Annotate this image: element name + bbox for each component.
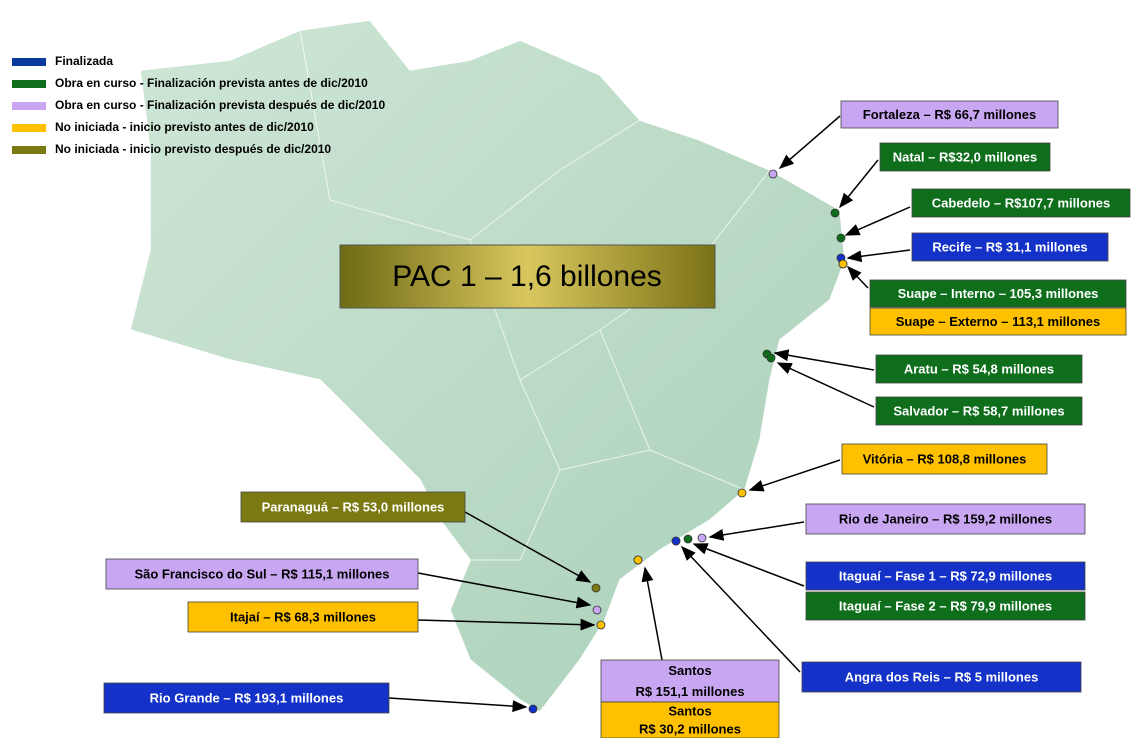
port-label-box xyxy=(840,100,1059,129)
port-dot xyxy=(836,233,846,243)
port-label-box xyxy=(805,561,1086,591)
port-label: Santos xyxy=(668,663,711,678)
port-label: Salvador – R$ 58,7 millones xyxy=(893,403,1064,418)
port-label: Natal – R$32,0 millones xyxy=(893,149,1038,164)
port-label-box xyxy=(600,701,780,739)
port-label-box xyxy=(105,558,419,590)
state-borders xyxy=(299,29,771,561)
arrow xyxy=(844,206,911,236)
port-label-box xyxy=(869,307,1127,336)
brazil-shape xyxy=(129,19,846,713)
arrow xyxy=(641,566,663,661)
port-label: Rio Grande – R$ 193,1 millones xyxy=(150,690,344,705)
legend-label: Obra en curso - Finalización prevista an… xyxy=(55,76,368,90)
arrow xyxy=(417,618,596,631)
port-label-box xyxy=(879,142,1051,172)
port-dot xyxy=(766,353,776,363)
port-label-box xyxy=(869,279,1127,308)
port-label-box xyxy=(841,443,1048,475)
port-label: Fortaleza – R$ 66,7 millones xyxy=(863,107,1036,122)
arrow xyxy=(692,543,805,587)
arrow xyxy=(776,362,875,408)
port-label: Angra dos Reis – R$ 5 millones xyxy=(845,669,1039,684)
legend-label: No iniciada - inicio previsto después de… xyxy=(55,142,331,156)
arrow xyxy=(846,265,869,289)
arrow xyxy=(748,459,841,492)
port-label: Vitória – R$ 108,8 millones xyxy=(863,451,1027,466)
arrow xyxy=(388,697,528,713)
port-label: Itaguaí – Fase 1 – R$ 72,9 millones xyxy=(839,568,1052,583)
legend-swatch xyxy=(12,80,46,88)
legend-label: Obra en curso - Finalización prevista de… xyxy=(55,98,385,112)
legend-swatch xyxy=(12,124,46,132)
legend-label: No iniciada - inicio previsto antes de d… xyxy=(55,120,314,134)
port-label: São Francisco do Sul – R$ 115,1 millones xyxy=(134,566,389,581)
port-label: Paranaguá – R$ 53,0 millones xyxy=(262,499,445,514)
legend-swatch xyxy=(12,58,46,66)
port-label: Suape – Externo – 113,1 millones xyxy=(896,314,1100,329)
title: PAC 1 – 1,6 billones xyxy=(392,260,662,293)
port-dot xyxy=(671,536,681,546)
arrow xyxy=(680,545,801,673)
port-label: R$ 151,1 millones xyxy=(635,684,744,699)
port-dot xyxy=(592,605,602,615)
port-label: Suape – Interno – 105,3 millones xyxy=(898,286,1099,301)
port-dot xyxy=(830,208,840,218)
arrow xyxy=(708,521,805,541)
port-label-box xyxy=(103,682,390,714)
port-dot xyxy=(838,259,848,269)
port-dot xyxy=(737,488,747,498)
port-dot xyxy=(596,620,606,630)
title-box xyxy=(339,244,716,309)
port-label-box xyxy=(875,354,1083,384)
arrow xyxy=(773,349,875,371)
port-label: Aratu – R$ 54,8 millones xyxy=(904,361,1054,376)
port-dot xyxy=(633,555,643,565)
port-label: Cabedelo – R$107,7 millones xyxy=(932,195,1110,210)
port-label-box xyxy=(187,601,419,633)
port-label: Itaguaí – Fase 2 – R$ 79,9 millones xyxy=(839,598,1052,613)
port-dot xyxy=(683,534,693,544)
port-label: Recife – R$ 31,1 millones xyxy=(932,239,1087,254)
port-label-box xyxy=(875,396,1083,426)
port-label: R$ 30,2 millones xyxy=(639,721,741,736)
arrow xyxy=(846,249,911,263)
port-label-box xyxy=(600,659,780,703)
port-dot xyxy=(591,583,601,593)
arrow xyxy=(464,511,592,583)
legend-swatch xyxy=(12,146,46,154)
port-dot xyxy=(528,704,538,714)
port-label-box xyxy=(805,503,1086,535)
legend-label: Finalizada xyxy=(55,54,113,68)
port-label: Itajaí – R$ 68,3 millones xyxy=(230,609,376,624)
port-label-box xyxy=(801,661,1082,693)
arrow xyxy=(417,572,592,609)
legend-swatch xyxy=(12,102,46,110)
port-label: Santos xyxy=(668,703,711,718)
arrow xyxy=(839,159,879,209)
port-label-box xyxy=(805,591,1086,621)
port-label-box xyxy=(240,491,466,523)
port-dot xyxy=(768,169,778,179)
arrow xyxy=(778,115,841,169)
port-label-box xyxy=(911,188,1131,218)
port-label: Rio de Janeiro – R$ 159,2 millones xyxy=(839,511,1052,526)
port-label-box xyxy=(911,232,1109,262)
port-dot xyxy=(697,533,707,543)
